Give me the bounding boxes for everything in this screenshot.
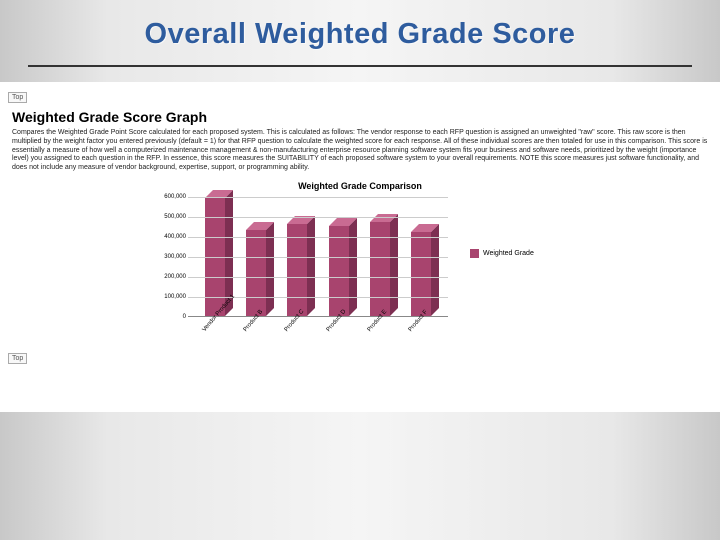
section-description: Compares the Weighted Grade Point Score … (12, 129, 708, 173)
chart-body: 0 100,000 200,000 300,000 400,000 500,000 600,… (140, 197, 580, 347)
y-tick-label: 0 (183, 314, 186, 320)
bar (246, 230, 266, 316)
bar-front (411, 232, 431, 316)
x-tick-label: Product C (284, 314, 318, 347)
page-title: Overall Weighted Grade Score (0, 18, 720, 51)
x-tick-label: Product B (243, 314, 277, 347)
chart-container: Weighted Grade Comparison 0 100,000 200,00… (140, 179, 580, 347)
gridline (188, 217, 448, 218)
y-tick-label: 500,000 (164, 214, 186, 220)
legend-label: Weighted Grade (483, 250, 534, 257)
bar (329, 226, 349, 316)
y-tick-label: 600,000 (164, 194, 186, 200)
chart-title: Weighted Grade Comparison (140, 179, 580, 197)
y-tick-label: 300,000 (164, 254, 186, 260)
slide-title-bar: Overall Weighted Grade Score (0, 0, 720, 61)
top-link-bottom[interactable]: Top (8, 353, 27, 364)
chart-legend: Weighted Grade (470, 249, 534, 258)
bar (411, 232, 431, 316)
gridline (188, 277, 448, 278)
gridline (188, 237, 448, 238)
bar-side (307, 216, 315, 316)
x-tick-label: Product F (408, 314, 442, 347)
x-tick-label: Product D (325, 314, 359, 347)
y-tick-label: 400,000 (164, 234, 186, 240)
bar-front (246, 230, 266, 316)
y-tick-label: 100,000 (164, 294, 186, 300)
y-tick-label: 200,000 (164, 274, 186, 280)
x-tick-label: Product E (367, 314, 401, 347)
x-tick-label: Vendor Product 1 (201, 314, 235, 347)
gridline (188, 257, 448, 258)
bar-front (329, 226, 349, 316)
top-link-top[interactable]: Top (8, 92, 27, 103)
x-axis-labels: Vendor Product 1Product BProduct CProduc… (188, 319, 448, 347)
title-underline (28, 65, 692, 67)
bar-side (390, 214, 398, 316)
section-heading: Weighted Grade Score Graph (12, 109, 712, 125)
legend-swatch (470, 249, 479, 258)
bar-side (349, 218, 357, 316)
content-panel: Top Weighted Grade Score Graph Compares … (0, 82, 720, 412)
chart-plot: 0 100,000 200,000 300,000 400,000 500,000 600,… (140, 197, 460, 347)
y-axis: 0 100,000 200,000 300,000 400,000 500,000 600,… (140, 197, 188, 317)
gridline (188, 197, 448, 198)
